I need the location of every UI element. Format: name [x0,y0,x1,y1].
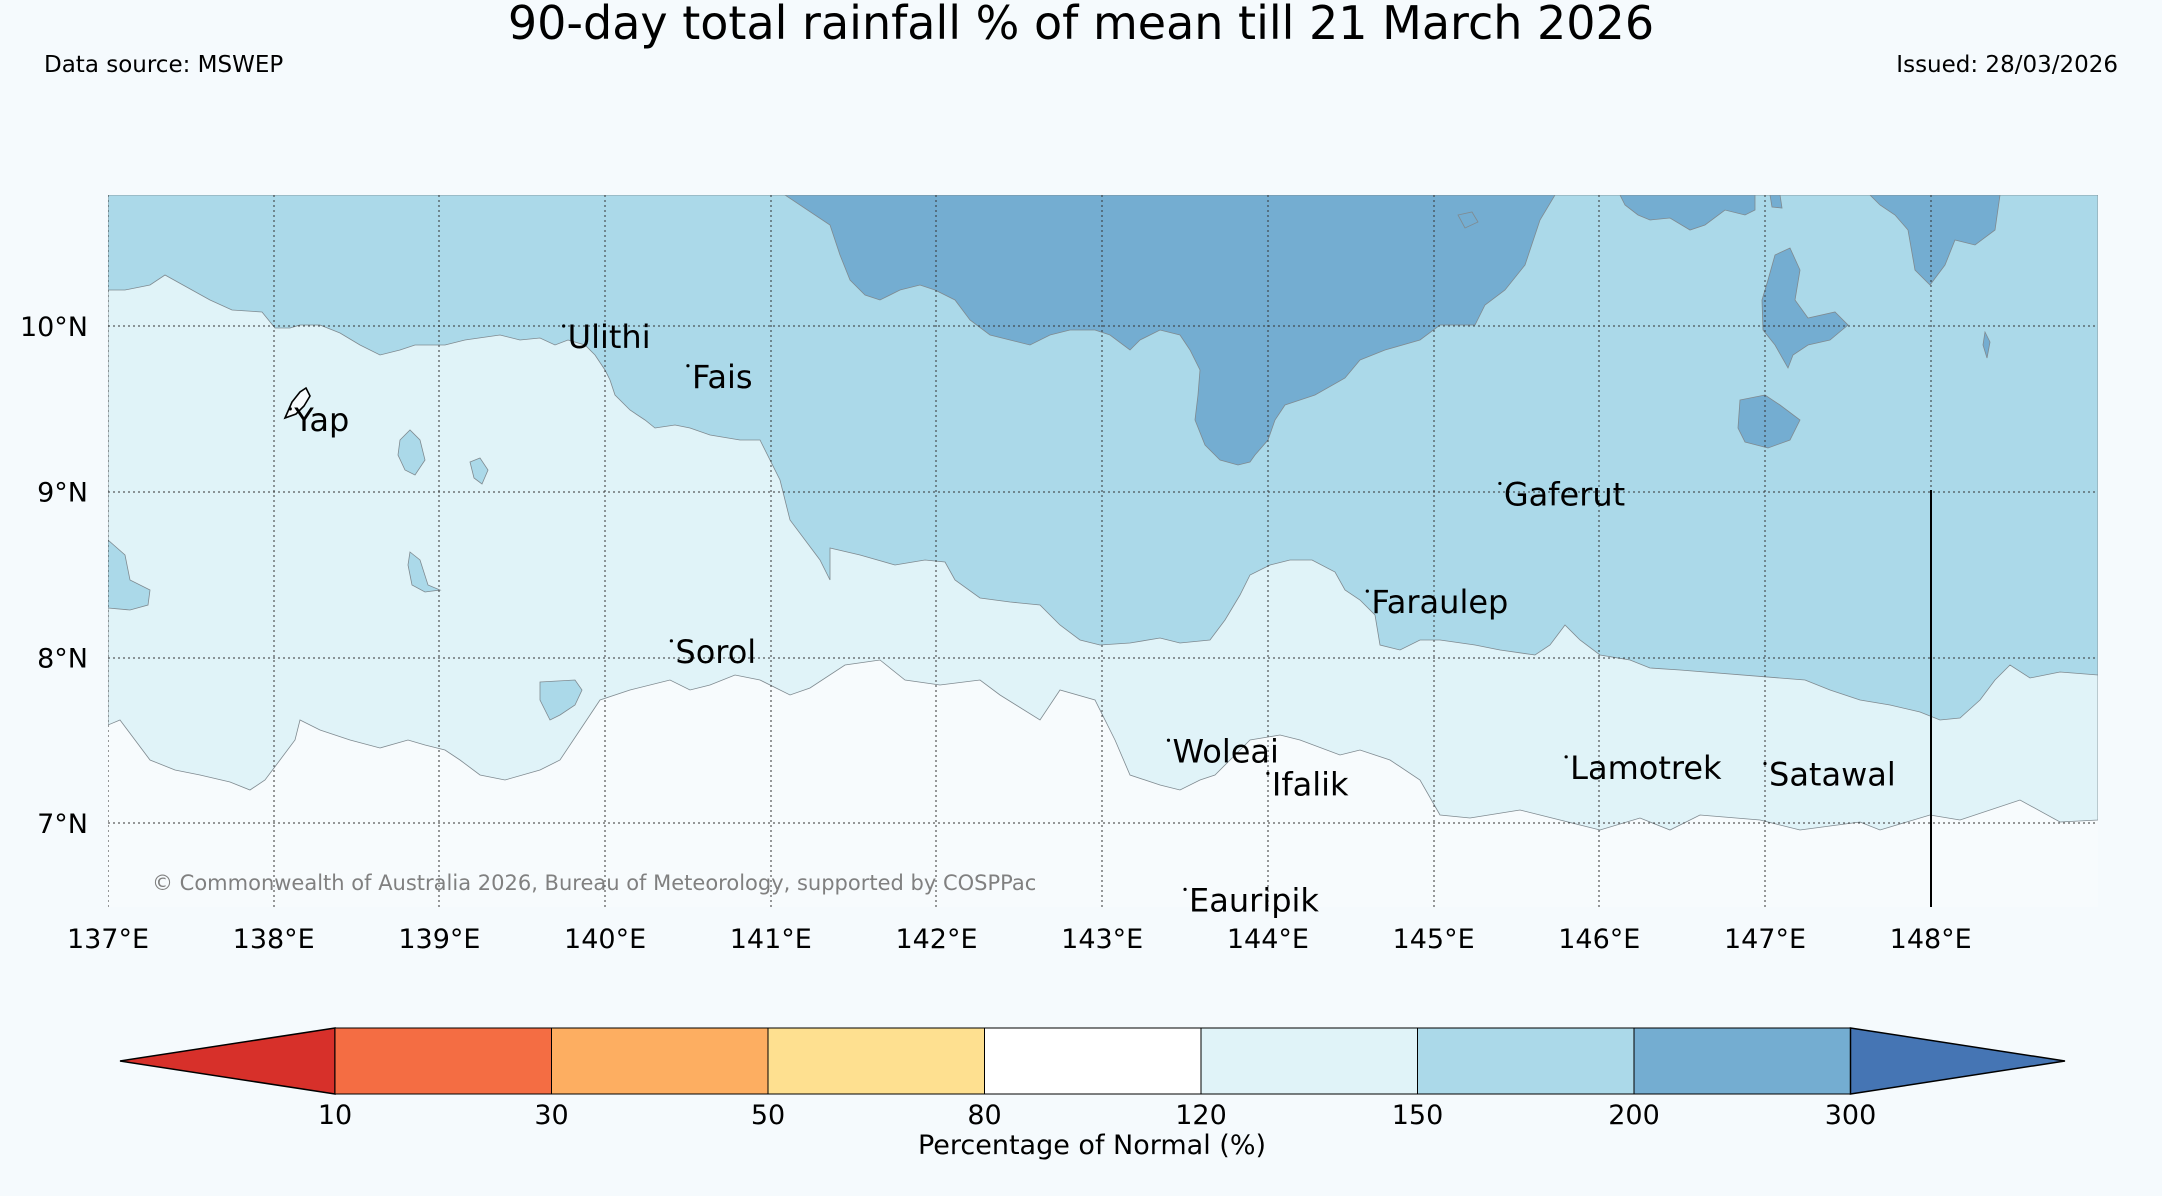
island-layer: Ulithi Fais Yap Gaferut Faraulep Sorol WoleaiI… [288,318,1896,919]
band-150-200-patch-1 [108,539,151,611]
longitude-tick-label: 138°E [233,924,315,955]
colorbar-segment [1200,1027,1418,1095]
island-marker [686,364,690,368]
yap-island-outline [283,386,311,420]
latitude-tick-label: 8°N [37,643,88,674]
island-marker [1166,738,1171,742]
island-label: Ifalik [1272,765,1349,803]
band-150-200-patch-5 [539,679,583,721]
colorbar-segment [551,1027,769,1095]
copyright-text: © Commonwealth of Australia 2026, Bureau… [152,871,1036,895]
island-label: Lamotrek [1570,749,1722,787]
longitude-tick-label: 137°E [67,924,149,955]
latitude-ticks: 10°N 9°N 8°N 7°N [20,312,88,840]
colorbar: 10 30 50 80 120 150 200 300 [119,1027,2066,1131]
colorbar-segment [334,1027,552,1095]
band-200-300-patch-north [1619,195,1756,231]
island-marker [1365,589,1369,593]
island-label: Satawal [1769,755,1896,793]
colorbar-label: Percentage of Normal (%) [918,1130,1266,1161]
band-150-200-patch-3 [469,457,489,485]
colorbar-tick-label: 30 [534,1100,568,1131]
map-title: 90-day total rainfall % of mean till 21 … [507,0,1655,50]
island-marker [562,324,566,328]
island-label: Fais [692,358,753,396]
band-200-300-main [784,195,1556,466]
colorbar-tick-label: 10 [318,1100,352,1131]
map-contours [108,195,2098,907]
band-150-200-patch-2 [397,429,426,476]
colorbar-segment [767,1027,985,1095]
island-label: Gaferut [1504,475,1625,513]
band-200-300-patch-dot [1982,330,1991,359]
graticule [108,195,2098,907]
longitude-tick-label: 139°E [398,924,480,955]
issued-date-label: Issued: 28/03/2026 [1896,52,2118,78]
band-200-300-patch-mid [1457,211,1479,229]
colorbar-segment [1417,1027,1635,1095]
band-200-300-patch-ne [1869,195,2001,286]
colorbar-segment [984,1027,1202,1095]
latitude-tick-label: 9°N [37,478,88,509]
longitude-tick-label: 142°E [895,924,977,955]
island-label: Ulithi [568,318,651,356]
latitude-tick-label: 7°N [37,809,88,840]
longitude-tick-label: 144°E [1227,924,1309,955]
latitude-tick-label: 10°N [20,312,88,343]
island-label: Eauripik [1189,881,1319,919]
data-source-label: Data source: MSWEP [44,52,284,78]
longitude-tick-label: 147°E [1724,924,1806,955]
island-marker [1266,771,1270,775]
island-marker [288,407,292,411]
island-marker [1183,887,1187,891]
colorbar-tick-label: 200 [1608,1100,1660,1131]
island-label: Sorol [675,633,756,671]
band-200-300-patch-se [1737,394,1801,449]
band-200-300-patch-small [1769,195,1783,209]
island-label: Faraulep [1371,583,1508,621]
longitude-tick-label: 146°E [1558,924,1640,955]
colorbar-tick-label: 80 [967,1100,1001,1131]
colorbar-tick-label: 150 [1392,1100,1444,1131]
island-marker [1498,481,1502,486]
island-marker [1564,755,1568,759]
island-label: Woleai [1172,732,1278,770]
longitude-tick-label: 145°E [1393,924,1475,955]
island-label: Yap [293,401,349,439]
longitude-tick-label: 140°E [564,924,646,955]
longitude-ticks: 137°E 138°E 139°E 140°E 141°E 142°E 143°E 144°E… [67,924,1972,955]
island-marker [669,639,673,643]
colorbar-segment [1633,1027,1851,1095]
longitude-tick-label: 143°E [1061,924,1143,955]
colorbar-tick-label: 50 [751,1100,785,1131]
band-150-200-patch-4 [407,551,442,593]
colorbar-tick-label: 300 [1825,1100,1877,1131]
colorbar-tick-label: 120 [1175,1100,1227,1131]
band-200-300-patch-east [1761,247,1849,369]
longitude-tick-label: 141°E [730,924,812,955]
colorbar-extend-low [119,1027,336,1095]
longitude-tick-label: 148°E [1890,924,1972,955]
island-marker [1763,761,1767,766]
colorbar-extend-high [1849,1027,2066,1095]
